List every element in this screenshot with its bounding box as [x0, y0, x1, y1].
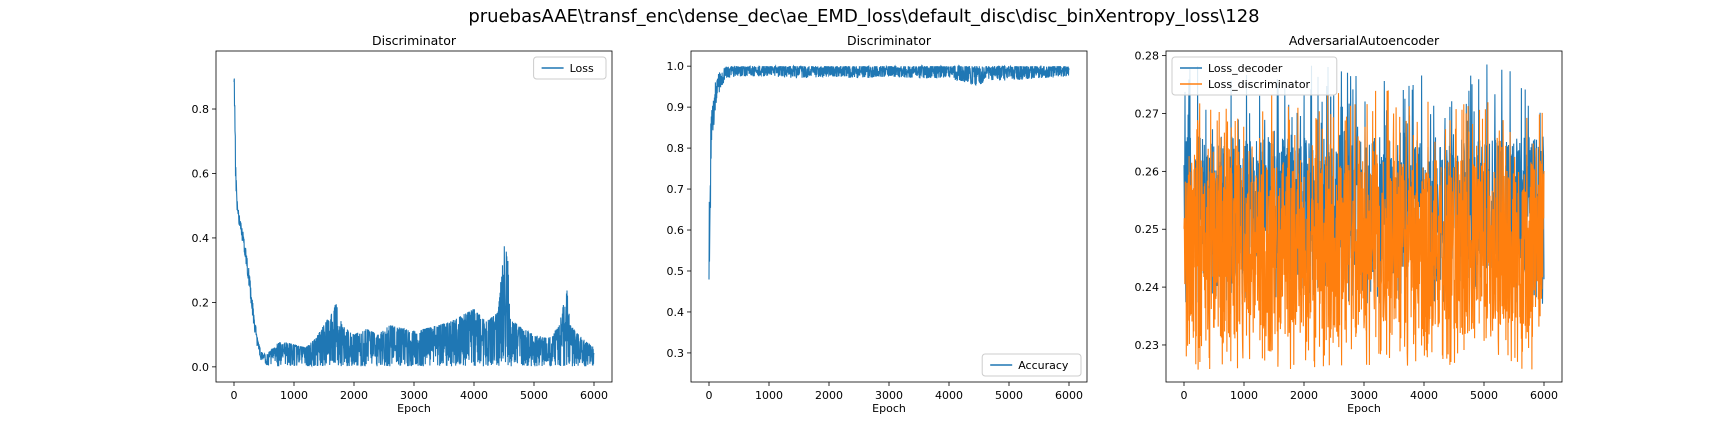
x-tick-label: 5000	[520, 389, 548, 402]
x-tick-label: 5000	[995, 389, 1023, 402]
x-tick-label: 3000	[875, 389, 903, 402]
legend: Loss_decoder Loss_discriminator	[1171, 56, 1338, 96]
x-tick-label: 0	[231, 389, 238, 402]
legend-label: Loss	[570, 62, 594, 75]
legend-box	[533, 56, 607, 80]
y-tick-label: 0.0	[192, 361, 210, 374]
y-tick-label: 0.24	[1135, 281, 1160, 294]
y-tick-label: 0.28	[1135, 50, 1160, 63]
x-tick-label: 6000	[1530, 389, 1558, 402]
x-axis-label: Epoch	[1347, 402, 1381, 415]
x-tick-label: 1000	[280, 389, 308, 402]
series-line-loss	[233, 78, 595, 368]
legend-box	[1171, 56, 1338, 96]
subplot-title: Discriminator	[372, 33, 457, 48]
subplot-1: 0 1000 2000 3000 4000 5000 6000 0.0 0.2 0.4 0.6 0.8…	[192, 33, 613, 415]
x-tick-label: 4000	[460, 389, 488, 402]
y-tick-label: 0.6	[667, 224, 685, 237]
subplot-title: Discriminator	[847, 33, 932, 48]
x-tick-label: 2000	[1290, 389, 1318, 402]
legend-label: Accuracy	[1018, 359, 1069, 372]
y-tick-label: 0.23	[1135, 339, 1160, 352]
y-tick-label: 0.4	[667, 306, 685, 319]
legend-label: Loss_decoder	[1208, 62, 1283, 75]
y-tick-label: 0.27	[1135, 107, 1160, 120]
x-tick-label: 6000	[1055, 389, 1083, 402]
y-tick-label: 0.4	[192, 232, 210, 245]
y-tick-label: 0.25	[1135, 223, 1160, 236]
y-tick-label: 0.26	[1135, 165, 1160, 178]
x-tick-label: 0	[706, 389, 713, 402]
x-axis-label: Epoch	[872, 402, 906, 415]
x-tick-label: 2000	[815, 389, 843, 402]
x-tick-label: 1000	[755, 389, 783, 402]
x-tick-label: 6000	[580, 389, 608, 402]
x-tick-label: 5000	[1470, 389, 1498, 402]
y-tick-label: 0.8	[667, 142, 685, 155]
x-tick-label: 3000	[400, 389, 428, 402]
figure-suptitle: pruebasAAE\transf_enc\dense_dec\ae_EMD_l…	[468, 6, 1260, 27]
subplot-3: 0 1000 2000 3000 4000 5000 6000 0.23 0.24 0.25 0.2…	[1135, 33, 1563, 415]
x-tick-label: 1000	[1230, 389, 1258, 402]
y-tick-label: 0.8	[192, 103, 210, 116]
series-line-loss-discriminator	[1183, 90, 1545, 370]
x-tick-label: 4000	[1410, 389, 1438, 402]
y-tick-label: 0.3	[667, 347, 685, 360]
legend: Accuracy	[981, 353, 1082, 377]
x-tick-label: 2000	[340, 389, 368, 402]
y-tick-label: 0.7	[667, 183, 685, 196]
series-line-accuracy	[708, 64, 1070, 280]
y-tick-label: 0.6	[192, 167, 210, 180]
x-tick-label: 0	[1181, 389, 1188, 402]
legend-label: Loss_discriminator	[1208, 78, 1311, 91]
legend: Loss	[533, 56, 607, 80]
x-axis-label: Epoch	[397, 402, 431, 415]
subplot-2: 0 1000 2000 3000 4000 5000 6000 0.3 0.4 0.5 0.6 0.7…	[667, 33, 1088, 415]
y-tick-label: 0.9	[667, 101, 685, 114]
subplot-title: AdversarialAutoencoder	[1289, 33, 1440, 48]
axes-frame	[690, 50, 1088, 383]
y-tick-label: 0.2	[192, 296, 210, 309]
y-tick-label: 1.0	[667, 60, 685, 73]
x-tick-label: 4000	[935, 389, 963, 402]
y-tick-label: 0.5	[667, 265, 685, 278]
legend-box	[981, 353, 1082, 377]
x-tick-label: 3000	[1350, 389, 1378, 402]
